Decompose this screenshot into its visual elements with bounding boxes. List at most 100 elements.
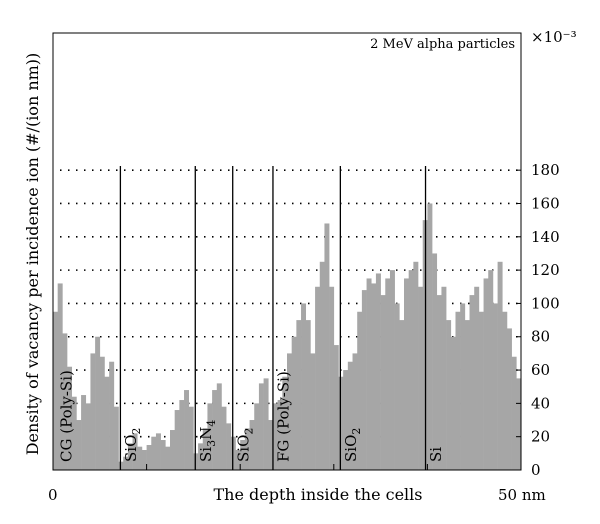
bar bbox=[361, 290, 367, 470]
bar bbox=[235, 450, 241, 470]
bar bbox=[427, 203, 433, 470]
bar bbox=[132, 433, 138, 470]
layer-label-2: SiO2 bbox=[122, 428, 143, 462]
bar bbox=[357, 311, 363, 470]
bar bbox=[272, 403, 278, 470]
bar bbox=[184, 390, 190, 470]
bar bbox=[226, 423, 232, 470]
bar bbox=[109, 361, 115, 470]
bar bbox=[371, 283, 377, 470]
bar bbox=[506, 328, 512, 470]
bar bbox=[282, 376, 288, 470]
bar bbox=[469, 295, 475, 470]
bar bbox=[455, 311, 461, 470]
bar bbox=[249, 420, 255, 470]
x-tick-label-start: 0 bbox=[48, 486, 58, 504]
bar bbox=[179, 400, 185, 470]
layer-boundaries bbox=[119, 166, 427, 470]
bar bbox=[305, 320, 311, 470]
bar bbox=[277, 400, 283, 470]
bar bbox=[488, 270, 494, 470]
bar bbox=[99, 356, 105, 470]
bar bbox=[165, 446, 171, 470]
bar bbox=[104, 376, 110, 470]
bar bbox=[174, 410, 180, 470]
bar bbox=[404, 278, 409, 470]
bar bbox=[418, 286, 424, 470]
bar bbox=[76, 420, 82, 470]
bar bbox=[254, 403, 260, 470]
y-tick-label-40: 40 bbox=[531, 394, 550, 412]
bar bbox=[394, 303, 400, 470]
bar bbox=[95, 336, 101, 470]
bar bbox=[268, 420, 274, 470]
y-axis-title: Density of vacancy per incidence ion (#/… bbox=[23, 53, 42, 456]
layer-label-7: Si bbox=[427, 447, 445, 462]
bar bbox=[450, 336, 456, 470]
bar bbox=[71, 396, 77, 470]
plot-frame bbox=[52, 32, 522, 471]
layer-label-3: Si3N4 bbox=[197, 420, 218, 462]
y-tick-label-160: 160 bbox=[531, 194, 560, 212]
bar bbox=[408, 270, 414, 470]
layer-labels: CG (Poly-Si) SiO2 Si3N4 SiO2 FG (Poly-Si) SiO… bbox=[57, 370, 445, 462]
bar bbox=[474, 286, 480, 470]
bar bbox=[296, 320, 302, 470]
bar bbox=[315, 286, 321, 470]
bar bbox=[464, 320, 470, 470]
y-tick-label-100: 100 bbox=[531, 294, 560, 312]
bar bbox=[516, 378, 522, 470]
bar bbox=[141, 450, 147, 470]
bar bbox=[511, 356, 517, 470]
bar bbox=[198, 443, 204, 470]
bar bbox=[333, 345, 339, 470]
bar bbox=[347, 361, 353, 470]
bar bbox=[460, 303, 466, 470]
bar bbox=[413, 261, 419, 470]
bar bbox=[202, 428, 208, 470]
y-tick-label-20: 20 bbox=[531, 428, 550, 446]
bar bbox=[221, 406, 227, 470]
bar bbox=[432, 253, 438, 470]
bar bbox=[57, 283, 63, 470]
bar bbox=[258, 383, 264, 470]
bar bbox=[324, 223, 330, 470]
layer-label-6: SiO2 bbox=[342, 428, 363, 462]
bar bbox=[53, 311, 58, 470]
bar bbox=[375, 273, 381, 470]
bar bbox=[170, 430, 175, 470]
layer-label-5: FG (Poly-Si) bbox=[275, 371, 293, 462]
bar bbox=[240, 440, 246, 470]
bar bbox=[127, 443, 133, 470]
bar bbox=[497, 261, 503, 470]
y-tick-label-140: 140 bbox=[531, 228, 560, 246]
y-tick-label-60: 60 bbox=[531, 361, 550, 379]
bar bbox=[207, 403, 213, 470]
bar bbox=[90, 353, 96, 470]
bar bbox=[301, 303, 307, 470]
y-tick-label-120: 120 bbox=[531, 261, 560, 279]
layer-label-1: CG (Poly-Si) bbox=[57, 370, 75, 462]
bar bbox=[188, 406, 194, 470]
bar bbox=[67, 366, 73, 470]
bar bbox=[310, 353, 316, 470]
bar bbox=[85, 403, 91, 470]
bar bbox=[287, 353, 292, 470]
bar bbox=[492, 303, 498, 470]
bar bbox=[446, 320, 452, 470]
bar bbox=[478, 311, 484, 470]
x-axis-title: The depth inside the cells bbox=[213, 485, 422, 504]
bar bbox=[123, 456, 129, 470]
bar bbox=[319, 261, 325, 470]
y-tick-labels: 0 20 40 60 80 100 120 140 160 180 bbox=[531, 161, 560, 479]
bar-series bbox=[53, 203, 522, 470]
bar bbox=[155, 433, 161, 470]
bar bbox=[244, 428, 250, 470]
x-tick-label-end: 50 nm bbox=[498, 486, 546, 504]
bar bbox=[329, 286, 335, 470]
bar bbox=[146, 445, 152, 470]
bar bbox=[343, 370, 349, 470]
bar bbox=[502, 311, 508, 470]
y-tick-label-180: 180 bbox=[531, 161, 560, 179]
